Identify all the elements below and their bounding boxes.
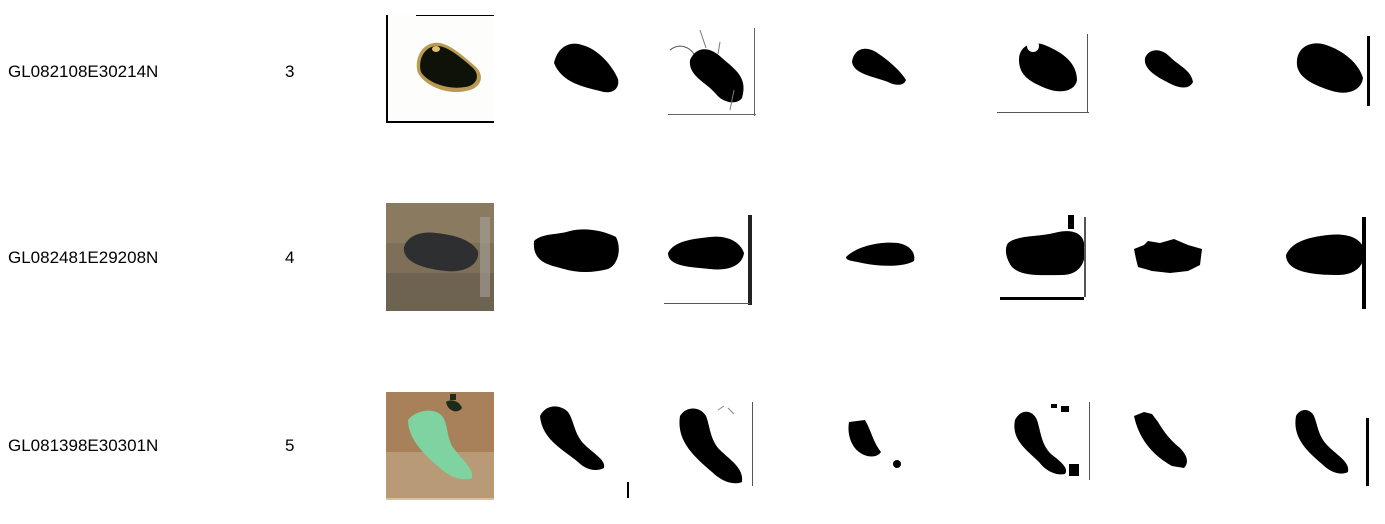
satellite-image: [386, 15, 494, 123]
mask-6: [1290, 406, 1385, 514]
mask-2: [668, 398, 776, 506]
divider-tick: [627, 482, 629, 498]
lake-id: GL082481E29208N: [8, 248, 159, 267]
mask-4: [995, 30, 1103, 138]
mask-1: [540, 35, 648, 143]
lake-row-3: GL081398E30301N 5: [0, 370, 1385, 510]
lake-number: 4: [285, 248, 295, 267]
lake-row-2: GL082481E29208N 4: [0, 185, 1385, 325]
mask-3: [845, 416, 953, 524]
lake-number: 3: [285, 62, 295, 81]
lake-number: 5: [285, 436, 295, 455]
mask-5: [1128, 406, 1236, 514]
mask-4: [998, 213, 1106, 321]
mask-3: [842, 237, 950, 345]
mask-1: [530, 400, 638, 508]
mask-5: [1135, 40, 1243, 148]
mask-2: [662, 213, 770, 321]
mask-5: [1130, 235, 1238, 343]
satellite-image: [386, 203, 494, 311]
mask-6: [1282, 215, 1385, 323]
lake-id: GL081398E30301N: [8, 436, 159, 455]
mask-1: [528, 225, 636, 333]
lake-row-1: GL082108E30214N 3: [0, 0, 1385, 140]
mask-3: [840, 40, 948, 148]
satellite-image: [386, 392, 494, 500]
mask-4: [1005, 400, 1113, 508]
lake-id: GL082108E30214N: [8, 62, 159, 81]
mask-2: [660, 20, 768, 128]
mask-6: [1285, 30, 1385, 138]
